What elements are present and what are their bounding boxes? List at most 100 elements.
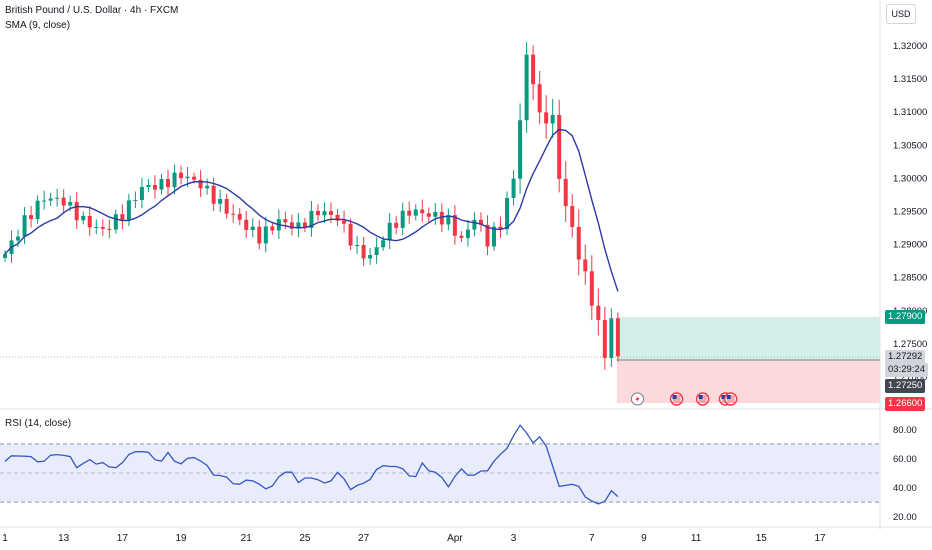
- candle-body: [407, 210, 412, 216]
- price-tick-label: 1.31000: [893, 107, 927, 118]
- candle-body: [446, 215, 451, 225]
- us-flag-icon: [698, 395, 703, 399]
- rsi-line: [4, 424, 619, 505]
- candle-body: [563, 178, 568, 207]
- candle-body: [524, 54, 529, 121]
- rsi-legend[interactable]: RSI (14, close): [5, 418, 72, 429]
- candle-body: [244, 219, 249, 230]
- candle-body: [439, 211, 444, 225]
- candle-body: [420, 209, 425, 214]
- sma-legend[interactable]: SMA (9, close): [5, 20, 71, 31]
- candle-body: [126, 200, 131, 221]
- price-tick-label: 1.27000: [893, 372, 927, 383]
- candle-body: [192, 176, 197, 180]
- candle-body: [231, 213, 236, 215]
- candle-body: [433, 211, 438, 217]
- us-flag-icon: [723, 392, 738, 406]
- candle-body: [289, 222, 294, 229]
- time-tick-label: 15: [756, 533, 768, 544]
- candle-body: [87, 215, 92, 228]
- rsi-tick-label: 40.00: [893, 483, 917, 494]
- price-tick-label: 1.32000: [893, 41, 927, 52]
- candle-body: [152, 185, 157, 190]
- candle-body: [42, 200, 47, 202]
- entry-price-tag: 1.27250: [885, 378, 926, 393]
- candle-body: [518, 120, 523, 179]
- us-flag-icon: [672, 395, 677, 399]
- rsi-tick-label: 80.00: [893, 425, 917, 436]
- candle-body: [394, 222, 399, 228]
- candle-body: [459, 235, 464, 238]
- candle-body: [531, 54, 536, 85]
- candle-body: [355, 245, 360, 247]
- candle-body: [557, 114, 562, 179]
- rsi-band: [0, 443, 880, 503]
- candle-body: [537, 84, 542, 113]
- candle-body: [139, 186, 144, 200]
- candle-body: [211, 185, 216, 204]
- candle-body: [61, 197, 66, 206]
- candle-body: [544, 112, 549, 124]
- candle-body: [218, 198, 223, 204]
- candle-body: [492, 226, 496, 247]
- price-tick-label: 1.28500: [893, 273, 927, 284]
- candle-body: [270, 226, 275, 231]
- candle-body: [602, 319, 607, 358]
- us-flag-icon: [695, 392, 710, 406]
- candle-body: [100, 226, 105, 229]
- candle-body: [583, 259, 588, 272]
- candle-body: [107, 228, 112, 230]
- candle-body: [263, 226, 268, 244]
- symbol-title[interactable]: British Pound / U.S. Dollar · 4h · FXCM: [5, 5, 179, 16]
- time-tick-label: 17: [117, 533, 129, 544]
- currency-button[interactable]: USD: [886, 4, 916, 24]
- candle-body: [609, 318, 614, 358]
- bar-countdown-tag: 03:29:24: [885, 363, 928, 378]
- candle-body: [472, 219, 477, 230]
- candle-body: [485, 224, 490, 247]
- candle-body: [120, 214, 125, 221]
- candle-body: [68, 201, 73, 206]
- time-tick-label: 1: [2, 533, 8, 544]
- candle-body: [224, 198, 229, 214]
- target-zone: [616, 316, 880, 360]
- candle-body: [342, 220, 347, 224]
- candle-body: [478, 219, 483, 225]
- candle-body: [322, 211, 327, 216]
- sma-line: [4, 128, 619, 292]
- candle-body: [576, 226, 581, 260]
- time-tick-label: 7: [589, 533, 595, 544]
- rsi-tick-label: 60.00: [893, 454, 917, 465]
- time-tick-label: 17: [814, 533, 826, 544]
- candle-body: [185, 176, 190, 179]
- candle-body: [296, 222, 301, 229]
- time-tick-label: 25: [299, 533, 311, 544]
- candle-body: [81, 215, 86, 221]
- time-tick-label: 19: [175, 533, 187, 544]
- candle-body: [361, 245, 366, 259]
- candle-body: [550, 114, 555, 124]
- candle-body: [374, 247, 379, 256]
- price-tick-label: 1.30500: [893, 140, 927, 151]
- price-tick-label: 1.31500: [893, 74, 927, 85]
- candle-body: [615, 318, 620, 357]
- candle-body: [22, 215, 27, 237]
- candle-body: [29, 215, 34, 220]
- us-flag-icon: [726, 395, 731, 399]
- candle-body: [283, 219, 288, 223]
- current-price-tag: 1.27292: [885, 350, 926, 365]
- candle-body: [348, 223, 353, 246]
- candle-body: [309, 210, 314, 228]
- candle-body: [237, 213, 242, 220]
- lightning-icon: [635, 395, 640, 403]
- candle-body: [589, 271, 594, 306]
- us-flag-icon: [721, 395, 726, 399]
- candle-body: [94, 226, 99, 228]
- candle-body: [172, 172, 177, 188]
- candle-body: [257, 226, 262, 244]
- candle-body: [159, 179, 164, 190]
- candle-body: [55, 197, 60, 199]
- candle-body: [570, 206, 575, 227]
